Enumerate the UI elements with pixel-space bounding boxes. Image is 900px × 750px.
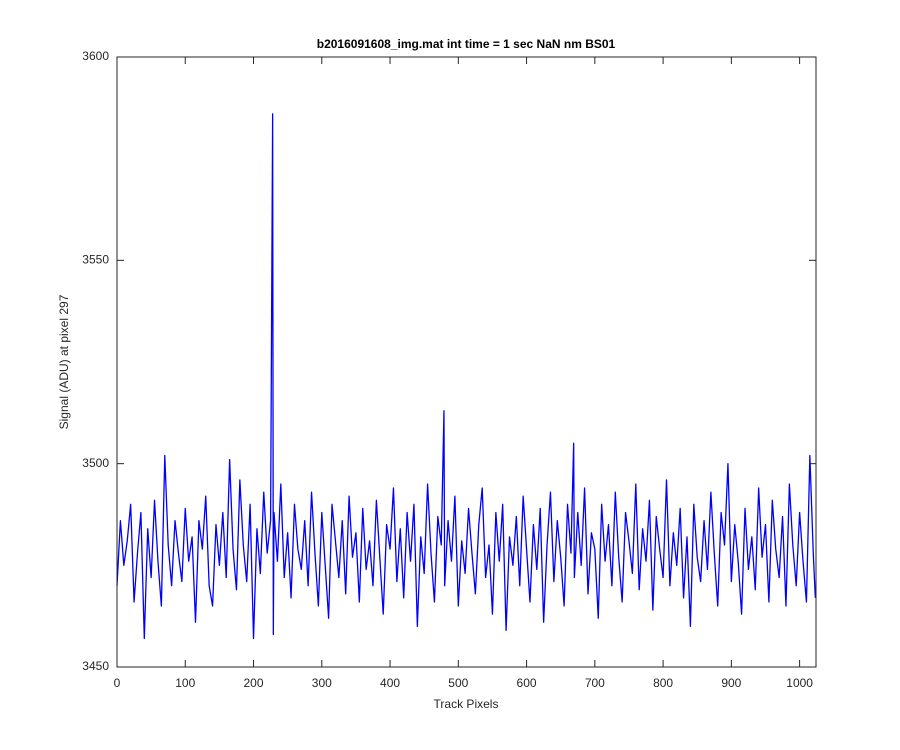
x-axis-label: Track Pixels bbox=[434, 697, 499, 711]
x-tick-label: 300 bbox=[312, 676, 332, 690]
y-tick-label: 3450 bbox=[82, 659, 109, 673]
y-tick-label: 3600 bbox=[82, 49, 109, 63]
x-tick-label: 0 bbox=[114, 676, 121, 690]
y-axis-label: Signal (ADU) at pixel 297 bbox=[57, 294, 71, 429]
chart-title: b2016091608_img.mat int time = 1 sec NaN… bbox=[317, 37, 616, 51]
plot-frame bbox=[116, 56, 817, 668]
x-tick-label: 800 bbox=[653, 676, 673, 690]
x-tick-label: 900 bbox=[721, 676, 741, 690]
x-tick-label: 500 bbox=[448, 676, 468, 690]
x-tick-label: 400 bbox=[380, 676, 400, 690]
x-tick-label: 600 bbox=[517, 676, 537, 690]
y-tick-label: 3550 bbox=[82, 253, 109, 267]
x-tick-label: 200 bbox=[244, 676, 264, 690]
x-tick-label: 700 bbox=[585, 676, 605, 690]
x-tick-label: 100 bbox=[175, 676, 195, 690]
x-tick-label: 1000 bbox=[786, 676, 813, 690]
y-tick-label: 3500 bbox=[82, 456, 109, 470]
data-line bbox=[116, 113, 816, 640]
